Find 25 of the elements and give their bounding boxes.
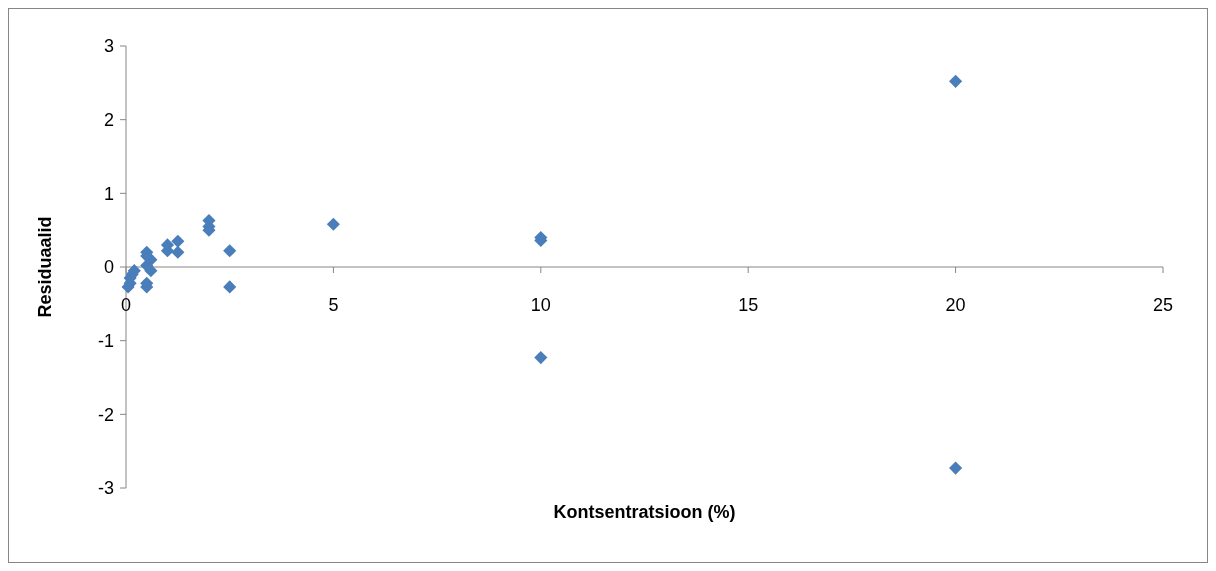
point	[949, 74, 963, 88]
x-tick-label: 0	[120, 295, 132, 315]
y-axis-title: Residuaalid	[35, 216, 55, 318]
y-tick-label: 1	[103, 183, 114, 204]
y-tick-label: -1	[97, 330, 114, 351]
x-tick-label: 10	[530, 295, 551, 315]
y-tick-label: 0	[103, 257, 114, 278]
x-tick-label: 5	[328, 295, 339, 315]
point	[171, 234, 185, 248]
point	[223, 244, 237, 258]
x-tick-label: 15	[738, 295, 759, 315]
point	[326, 217, 340, 231]
y-tick-label: 3	[103, 36, 114, 57]
y-tick-label: -2	[97, 404, 114, 425]
x-axis-title: Kontsentratsioon (%)	[553, 502, 736, 522]
point	[171, 245, 185, 259]
x-tick-label: 25	[1152, 295, 1174, 315]
y-tick-label: 2	[103, 109, 114, 130]
point	[949, 461, 963, 475]
point	[534, 351, 548, 365]
y-tick-label: -3	[97, 478, 114, 499]
point	[144, 264, 158, 278]
point	[144, 253, 158, 267]
point	[223, 280, 237, 294]
x-tick-label: 20	[945, 295, 966, 315]
